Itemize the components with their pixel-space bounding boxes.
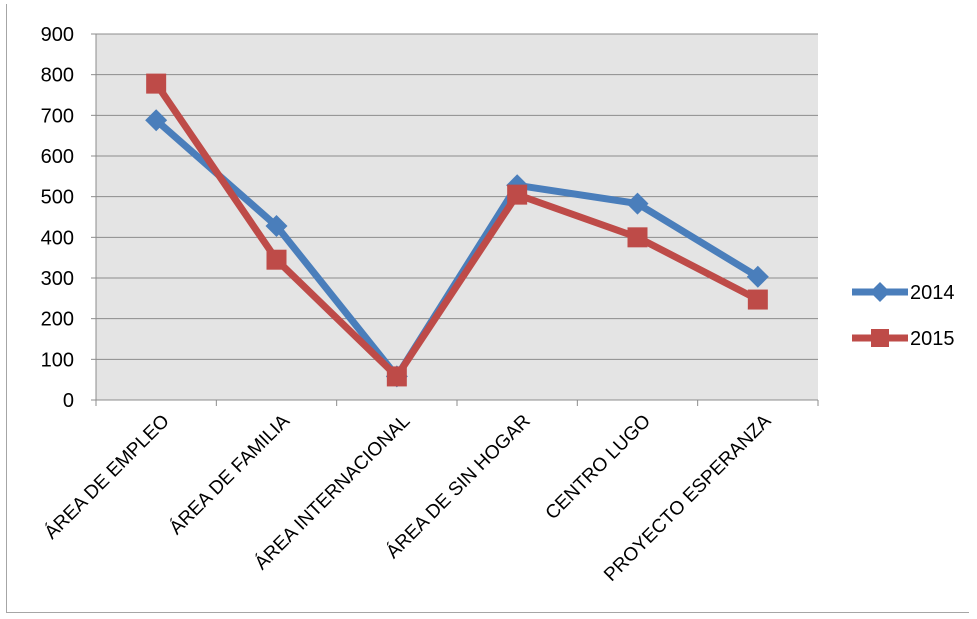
data-point-square (386, 366, 407, 387)
data-point-square (627, 227, 648, 248)
y-tick-label: 900 (41, 24, 74, 46)
legend-marker-diamond (870, 282, 890, 302)
axes (91, 33, 819, 406)
series-lines (145, 73, 769, 388)
y-tick-label: 300 (41, 268, 74, 290)
y-tick-label: 700 (41, 105, 74, 127)
x-category-label: CENTRO LUGO (542, 411, 655, 524)
data-point-square (266, 249, 287, 270)
chart-frame (6, 4, 969, 613)
y-tick-label: 0 (63, 390, 74, 412)
data-point-diamond (746, 265, 769, 288)
y-tick-label: 200 (41, 309, 74, 331)
data-point-square (507, 184, 528, 205)
y-tick-label: 600 (41, 146, 74, 168)
data-point-square (747, 289, 768, 310)
legend-label: 2015 (910, 328, 955, 350)
data-point-diamond (626, 192, 649, 215)
y-tick-label: 100 (41, 349, 74, 371)
legend-item-2014: 2014 (852, 282, 955, 304)
legend-marker-square (871, 329, 889, 347)
plot-area (96, 34, 818, 400)
y-tick-label: 400 (41, 227, 74, 249)
y-tick-label: 800 (41, 65, 74, 87)
y-axis-tick-labels: 0 100 200 300 400 500 600 700 800 900 (41, 24, 74, 412)
legend: 2014 2015 (852, 282, 955, 350)
x-category-label: ÁREA DE FAMILIA (166, 410, 295, 539)
data-point-square (146, 73, 167, 94)
data-point-diamond (145, 109, 168, 132)
series-line-2015 (152, 80, 762, 380)
series-2015 (146, 73, 768, 387)
y-tick-label: 500 (41, 187, 74, 209)
data-point-diamond (265, 214, 288, 237)
legend-label: 2014 (910, 282, 955, 304)
x-category-label: ÁREA DE EMPLEO (41, 411, 174, 544)
legend-item-2015: 2015 (852, 328, 955, 350)
